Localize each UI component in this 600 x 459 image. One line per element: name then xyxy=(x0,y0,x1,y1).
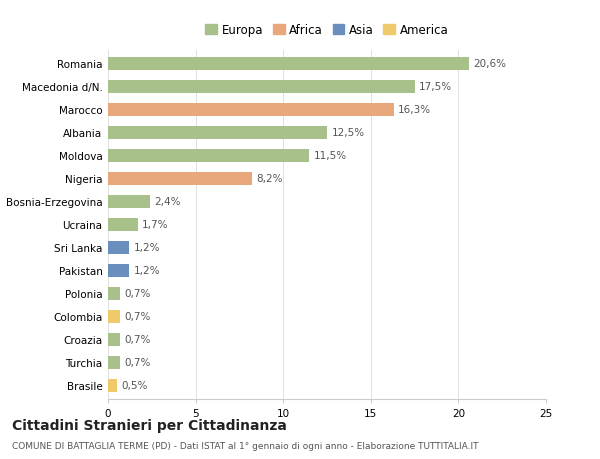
Text: 0,7%: 0,7% xyxy=(125,289,151,299)
Bar xyxy=(108,149,310,163)
Text: 1,2%: 1,2% xyxy=(133,266,160,276)
Text: 0,5%: 0,5% xyxy=(121,381,148,391)
Text: 0,7%: 0,7% xyxy=(125,335,151,345)
Text: 2,4%: 2,4% xyxy=(154,197,181,207)
Bar xyxy=(108,241,129,255)
Text: COMUNE DI BATTAGLIA TERME (PD) - Dati ISTAT al 1° gennaio di ogni anno - Elabora: COMUNE DI BATTAGLIA TERME (PD) - Dati IS… xyxy=(12,441,479,450)
Text: 1,7%: 1,7% xyxy=(142,220,169,230)
Text: Cittadini Stranieri per Cittadinanza: Cittadini Stranieri per Cittadinanza xyxy=(12,418,287,431)
Bar xyxy=(108,333,120,347)
Text: 11,5%: 11,5% xyxy=(314,151,347,161)
Bar xyxy=(108,287,120,301)
Bar xyxy=(108,379,117,392)
Text: 0,7%: 0,7% xyxy=(125,358,151,368)
Text: 0,7%: 0,7% xyxy=(125,312,151,322)
Bar xyxy=(108,264,129,278)
Bar xyxy=(108,310,120,324)
Legend: Europa, Africa, Asia, America: Europa, Africa, Asia, America xyxy=(203,22,451,39)
Text: 17,5%: 17,5% xyxy=(419,82,452,92)
Text: 12,5%: 12,5% xyxy=(331,128,365,138)
Bar xyxy=(108,218,138,232)
Bar xyxy=(108,172,251,186)
Text: 20,6%: 20,6% xyxy=(473,59,506,69)
Text: 16,3%: 16,3% xyxy=(398,105,431,115)
Text: 8,2%: 8,2% xyxy=(256,174,283,184)
Bar xyxy=(108,80,415,94)
Text: 1,2%: 1,2% xyxy=(133,243,160,253)
Bar xyxy=(108,57,469,71)
Bar xyxy=(108,126,327,140)
Bar xyxy=(108,195,150,209)
Bar xyxy=(108,356,120,369)
Bar xyxy=(108,103,394,117)
